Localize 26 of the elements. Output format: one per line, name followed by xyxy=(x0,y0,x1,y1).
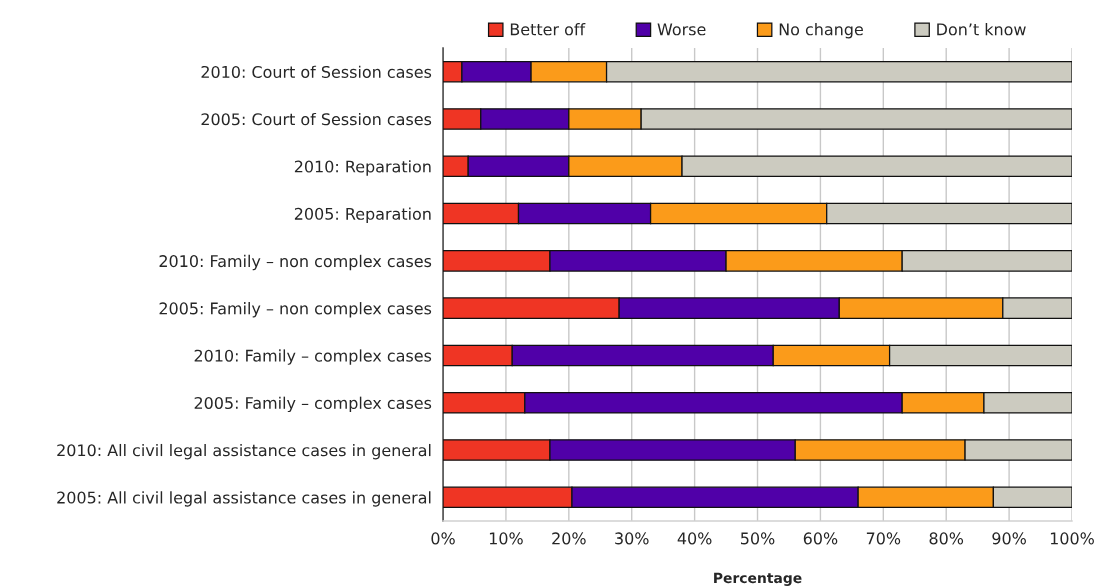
legend-label: Worse xyxy=(657,23,706,36)
x-tick-label: 10% xyxy=(489,532,523,545)
x-tick-label: 30% xyxy=(615,532,649,545)
y-tick-label: 2005: Court of Session cases xyxy=(201,112,432,126)
y-tick-label: 2010: Family – complex cases xyxy=(194,349,432,365)
x-axis-title: Percentage xyxy=(714,572,802,586)
y-tick-label: 2010: Reparation xyxy=(294,160,431,176)
y-tick-label: 2010: Court of Session cases xyxy=(201,65,432,78)
y-tick-label: 2005: Family – non complex cases xyxy=(159,302,432,318)
x-tick-label: 80% xyxy=(929,532,964,545)
x-tick-label: 60% xyxy=(803,532,838,545)
x-tick-label: 100% xyxy=(1050,532,1094,545)
legend-label: Better off xyxy=(510,23,586,36)
x-tick-label: 0% xyxy=(431,532,455,545)
y-tick-label: 2005: All civil legal assistance cases in general xyxy=(57,491,431,507)
x-tick-label: 50% xyxy=(741,532,775,545)
x-tick-label: 70% xyxy=(866,532,901,545)
y-tick-label: 2010: All civil legal assistance cases in general xyxy=(57,443,431,460)
y-tick-label: 2005: Reparation xyxy=(294,207,431,223)
legend-label: Don’t know xyxy=(937,23,1026,36)
y-tick-label: 2005: Family – complex cases xyxy=(194,396,432,413)
legend-label: No change xyxy=(779,23,863,39)
x-tick-label: 40% xyxy=(677,532,712,545)
y-tick-label: 2010: Family – non complex cases xyxy=(159,254,432,271)
x-tick-label: 20% xyxy=(552,532,586,545)
x-tick-label: 90% xyxy=(992,532,1026,545)
